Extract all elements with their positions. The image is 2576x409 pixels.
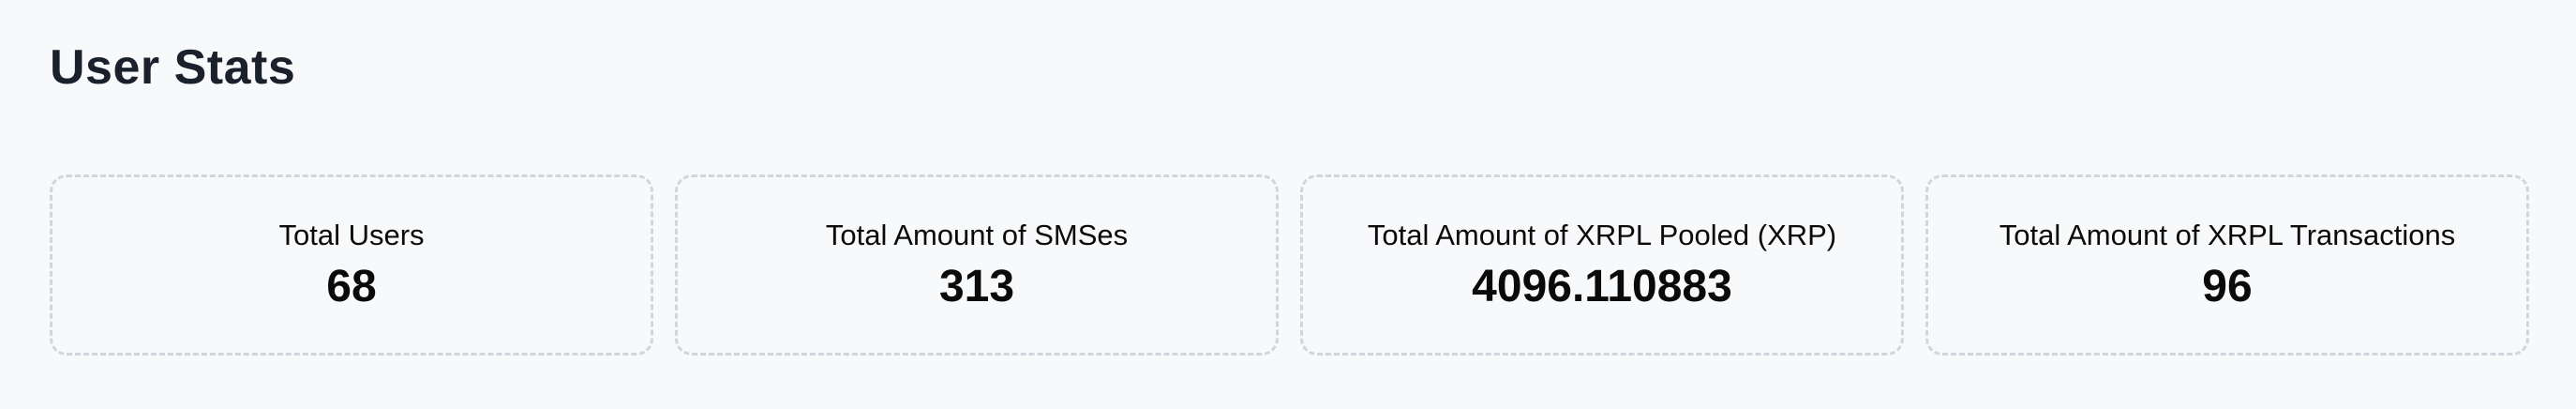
stat-card-total-smses: Total Amount of SMSes 313 <box>675 174 1279 356</box>
stat-label: Total Amount of SMSes <box>825 218 1129 251</box>
stat-card-xrpl-pooled: Total Amount of XRPL Pooled (XRP) 4096.1… <box>1300 174 1904 356</box>
stat-value: 68 <box>326 262 377 311</box>
stat-card-total-users: Total Users 68 <box>50 174 653 356</box>
stat-value: 96 <box>2202 262 2253 311</box>
stat-card-xrpl-transactions: Total Amount of XRPL Transactions 96 <box>1925 174 2529 356</box>
stat-value: 313 <box>938 262 1015 311</box>
stat-label: Total Users <box>278 218 425 251</box>
stats-row: Total Users 68 Total Amount of SMSes 313… <box>50 174 2529 356</box>
stat-value: 4096.110883 <box>1472 262 1732 311</box>
stat-label: Total Amount of XRPL Transactions <box>1999 218 2456 251</box>
page-title: User Stats <box>50 40 296 95</box>
stat-label: Total Amount of XRPL Pooled (XRP) <box>1367 218 1837 251</box>
